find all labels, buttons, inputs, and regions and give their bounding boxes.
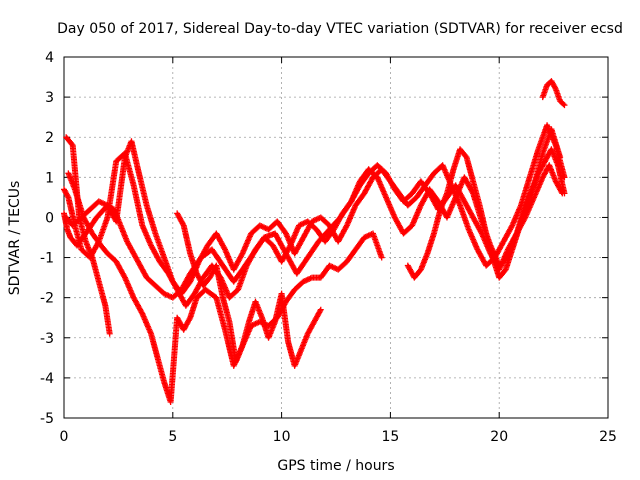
y-tick-label: -2 xyxy=(40,291,54,307)
x-tick-label: 10 xyxy=(273,429,291,445)
data-point xyxy=(508,223,515,230)
series-3 xyxy=(63,122,568,297)
y-axis-label: SDTVAR / TECUs xyxy=(7,181,23,296)
x-axis-label: GPS time / hours xyxy=(277,458,394,474)
data-point xyxy=(186,316,193,323)
data-point xyxy=(561,190,568,197)
y-tick-label: -1 xyxy=(40,251,54,267)
y-tick-label: -4 xyxy=(40,371,54,387)
plot-frame xyxy=(63,56,609,419)
data-point xyxy=(121,273,128,280)
data-point xyxy=(317,306,324,313)
y-tick-label: 0 xyxy=(45,210,54,226)
y-tick-label: 4 xyxy=(45,50,54,66)
data-point xyxy=(68,141,75,148)
y-tick-label: 2 xyxy=(45,130,54,146)
y-tick-label: -3 xyxy=(40,331,54,347)
y-tick-label: -5 xyxy=(40,411,54,427)
series-8 xyxy=(539,78,568,109)
data-point xyxy=(552,84,559,91)
data-point xyxy=(64,193,71,200)
data-point xyxy=(343,223,350,230)
y-tick-label: 1 xyxy=(45,170,54,186)
series-6 xyxy=(174,210,324,369)
data-points xyxy=(61,78,568,405)
chart-title: Day 050 of 2017, Sidereal Day-to-day VTE… xyxy=(57,21,623,37)
x-tick-label: 20 xyxy=(490,429,508,445)
data-point xyxy=(221,245,228,252)
x-tick-label: 25 xyxy=(599,429,617,445)
data-point xyxy=(378,254,385,261)
series-7 xyxy=(404,146,568,281)
data-point xyxy=(179,221,186,228)
series-5 xyxy=(63,134,113,337)
data-point xyxy=(561,102,568,109)
axis-ticks: 0 5 10 15 20 25 -5 -4 -3 -2 -1 0 1 2 3 4 xyxy=(40,50,617,445)
data-point xyxy=(560,101,567,108)
data-point xyxy=(317,308,324,315)
data-point xyxy=(106,330,113,337)
x-tick-label: 0 xyxy=(60,429,69,445)
x-tick-label: 5 xyxy=(168,429,177,445)
data-point xyxy=(138,309,145,316)
y-tick-label: 3 xyxy=(45,90,54,106)
data-point xyxy=(238,251,245,258)
x-tick-label: 15 xyxy=(381,429,399,445)
